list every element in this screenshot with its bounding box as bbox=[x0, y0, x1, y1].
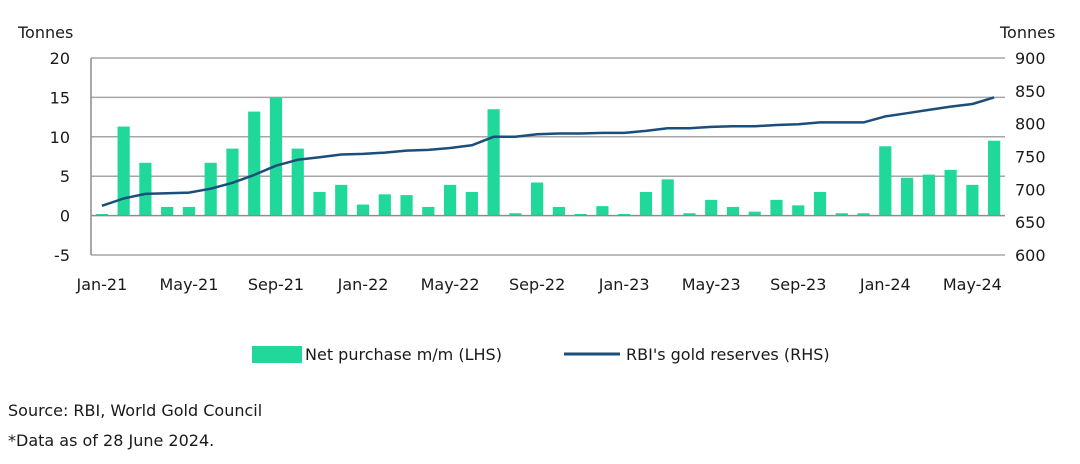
right-axis-tick-label: 750 bbox=[1015, 148, 1046, 167]
bar bbox=[443, 184, 457, 216]
bar bbox=[596, 206, 609, 216]
right-axis-tick-label: 800 bbox=[1015, 115, 1046, 134]
bar bbox=[922, 174, 935, 216]
bar bbox=[335, 184, 348, 216]
legend: Net purchase m/m (LHS) RBI's gold reserv… bbox=[252, 345, 830, 364]
chart: -5 0 5 10 15 20 600 650 700 750 800 850 900 Jan-21 May… bbox=[17, 23, 1055, 364]
right-axis-tick-label: 600 bbox=[1015, 246, 1046, 265]
bar bbox=[857, 213, 870, 216]
bar bbox=[683, 213, 696, 216]
left-axis-tick-label: 10 bbox=[50, 128, 70, 147]
bar bbox=[95, 214, 108, 216]
left-axis-tick-label: 15 bbox=[50, 88, 70, 107]
bar bbox=[770, 199, 783, 216]
reserves-line bbox=[101, 96, 995, 207]
legend-bar-swatch bbox=[252, 346, 302, 363]
x-axis-tick-label: May-24 bbox=[943, 275, 1002, 294]
bar bbox=[792, 205, 805, 216]
left-axis-tick-label: 0 bbox=[60, 207, 70, 226]
bar bbox=[966, 184, 979, 216]
bar-series bbox=[95, 97, 1001, 216]
bar bbox=[182, 206, 196, 216]
legend-line-label: RBI's gold reserves (RHS) bbox=[626, 345, 830, 364]
bar bbox=[988, 140, 1001, 216]
bar bbox=[661, 179, 674, 216]
bar bbox=[487, 109, 500, 216]
x-axis-tick-label: Jan-21 bbox=[75, 275, 127, 294]
right-axis-tick-label: 900 bbox=[1015, 49, 1046, 68]
bar bbox=[835, 213, 848, 216]
bar bbox=[574, 214, 587, 216]
x-axis-tick-label: Jan-24 bbox=[859, 275, 911, 294]
right-axis-tick-label: 850 bbox=[1015, 82, 1046, 101]
x-axis-tick-label: May-23 bbox=[682, 275, 741, 294]
line-series bbox=[101, 96, 995, 207]
bar bbox=[944, 169, 957, 216]
x-axis-tick-label: Sep-23 bbox=[770, 275, 826, 294]
bar bbox=[161, 206, 174, 216]
right-axis-unit-label: Tonnes bbox=[999, 23, 1055, 42]
bar bbox=[748, 211, 761, 216]
bar bbox=[465, 191, 478, 216]
right-axis-tick-label: 700 bbox=[1015, 180, 1046, 199]
x-axis-tick-label: May-21 bbox=[159, 275, 218, 294]
bar bbox=[356, 204, 370, 216]
source-note: Source: RBI, World Gold Council bbox=[8, 401, 263, 420]
bar bbox=[509, 213, 522, 216]
left-axis-tick-label: 5 bbox=[60, 167, 70, 186]
x-axis-tick-label: Jan-23 bbox=[598, 275, 650, 294]
bar bbox=[900, 177, 914, 216]
left-axis-unit-label: Tonnes bbox=[17, 23, 73, 42]
bar bbox=[552, 206, 565, 216]
bar bbox=[117, 126, 130, 216]
bar bbox=[378, 194, 391, 216]
axes: -5 0 5 10 15 20 600 650 700 750 800 850 900 Jan-21 May… bbox=[50, 49, 1046, 294]
right-axis-tick-label: 650 bbox=[1015, 213, 1046, 232]
bar bbox=[291, 148, 304, 216]
bar bbox=[813, 191, 827, 216]
bar bbox=[705, 199, 718, 216]
bar bbox=[422, 206, 435, 216]
bar bbox=[726, 206, 740, 216]
bar bbox=[139, 162, 152, 216]
left-axis-tick-label: -5 bbox=[54, 246, 70, 265]
legend-bar-label: Net purchase m/m (LHS) bbox=[305, 345, 502, 364]
bar bbox=[879, 146, 892, 216]
x-axis-tick-label: Sep-21 bbox=[248, 275, 304, 294]
x-axis-tick-label: May-22 bbox=[421, 275, 480, 294]
bar bbox=[531, 182, 544, 216]
bar bbox=[618, 214, 631, 216]
bar bbox=[400, 195, 413, 216]
gridlines bbox=[91, 57, 1005, 256]
data-date-note: *Data as of 28 June 2024. bbox=[8, 431, 215, 450]
bar bbox=[313, 191, 326, 216]
bar bbox=[269, 97, 283, 216]
bar bbox=[248, 111, 261, 216]
x-axis-tick-label: Sep-22 bbox=[509, 275, 565, 294]
left-axis-tick-label: 20 bbox=[50, 49, 70, 68]
bar bbox=[639, 191, 653, 216]
x-axis-tick-label: Jan-22 bbox=[337, 275, 389, 294]
